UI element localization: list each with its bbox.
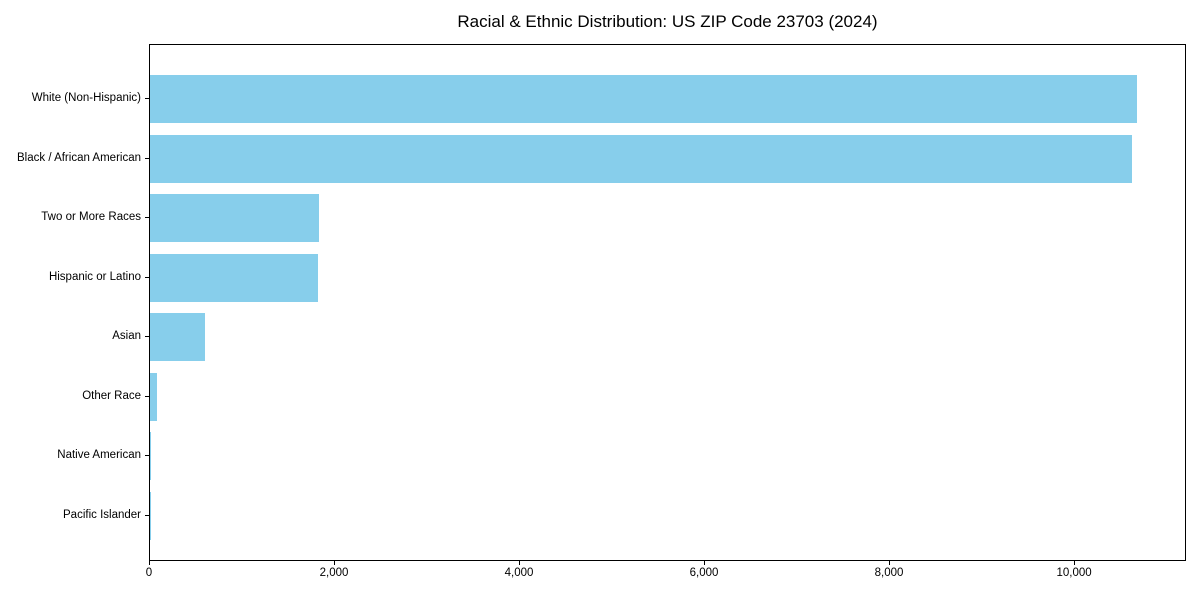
y-tick-label: Hispanic or Latino — [48, 270, 141, 283]
bar-native-american — [150, 432, 152, 481]
y-tick-mark — [145, 395, 149, 397]
x-tick-label: 2,000 — [319, 567, 349, 579]
y-tick-mark — [145, 276, 149, 278]
x-tick-label: 4,000 — [504, 567, 534, 579]
x-tick-label: 6,000 — [689, 567, 719, 579]
bar-black-african-american — [150, 134, 1132, 183]
x-tick-label: 10,000 — [1056, 567, 1092, 579]
y-tick-mark — [145, 157, 149, 159]
y-tick-label: Black / African American — [17, 151, 141, 164]
bar-other-race — [150, 372, 158, 421]
y-tick-label: Asian — [112, 330, 141, 343]
x-tick-mark — [889, 561, 891, 565]
x-tick-label: 0 — [145, 567, 153, 579]
x-tick-label: 8,000 — [874, 567, 904, 579]
bar-white-non-hispanic — [150, 75, 1138, 123]
x-tick-mark — [149, 561, 150, 565]
x-tick-mark — [704, 561, 706, 565]
y-tick-label: White (Non-Hispanic) — [31, 92, 141, 104]
y-tick-label: Pacific Islander — [63, 508, 141, 521]
y-tick-label: Two or More Races — [41, 211, 141, 224]
x-tick-mark — [334, 561, 335, 565]
y-tick-mark — [145, 514, 149, 516]
chart-title: Racial & Ethnic Distribution: US ZIP Cod… — [457, 12, 878, 31]
bar-hispanic-or-latino — [150, 253, 318, 302]
x-tick-mark — [519, 561, 521, 565]
y-tick-mark — [145, 336, 149, 338]
y-tick-mark — [145, 217, 149, 219]
y-tick-mark — [145, 98, 149, 99]
plot-area — [149, 44, 1186, 561]
bar-asian — [150, 313, 206, 362]
y-tick-label: Native American — [57, 449, 141, 462]
x-tick-mark — [1074, 561, 1076, 565]
y-tick-mark — [145, 455, 149, 457]
y-tick-label: Other Race — [82, 389, 141, 402]
bar-two-or-more-races — [150, 194, 319, 243]
